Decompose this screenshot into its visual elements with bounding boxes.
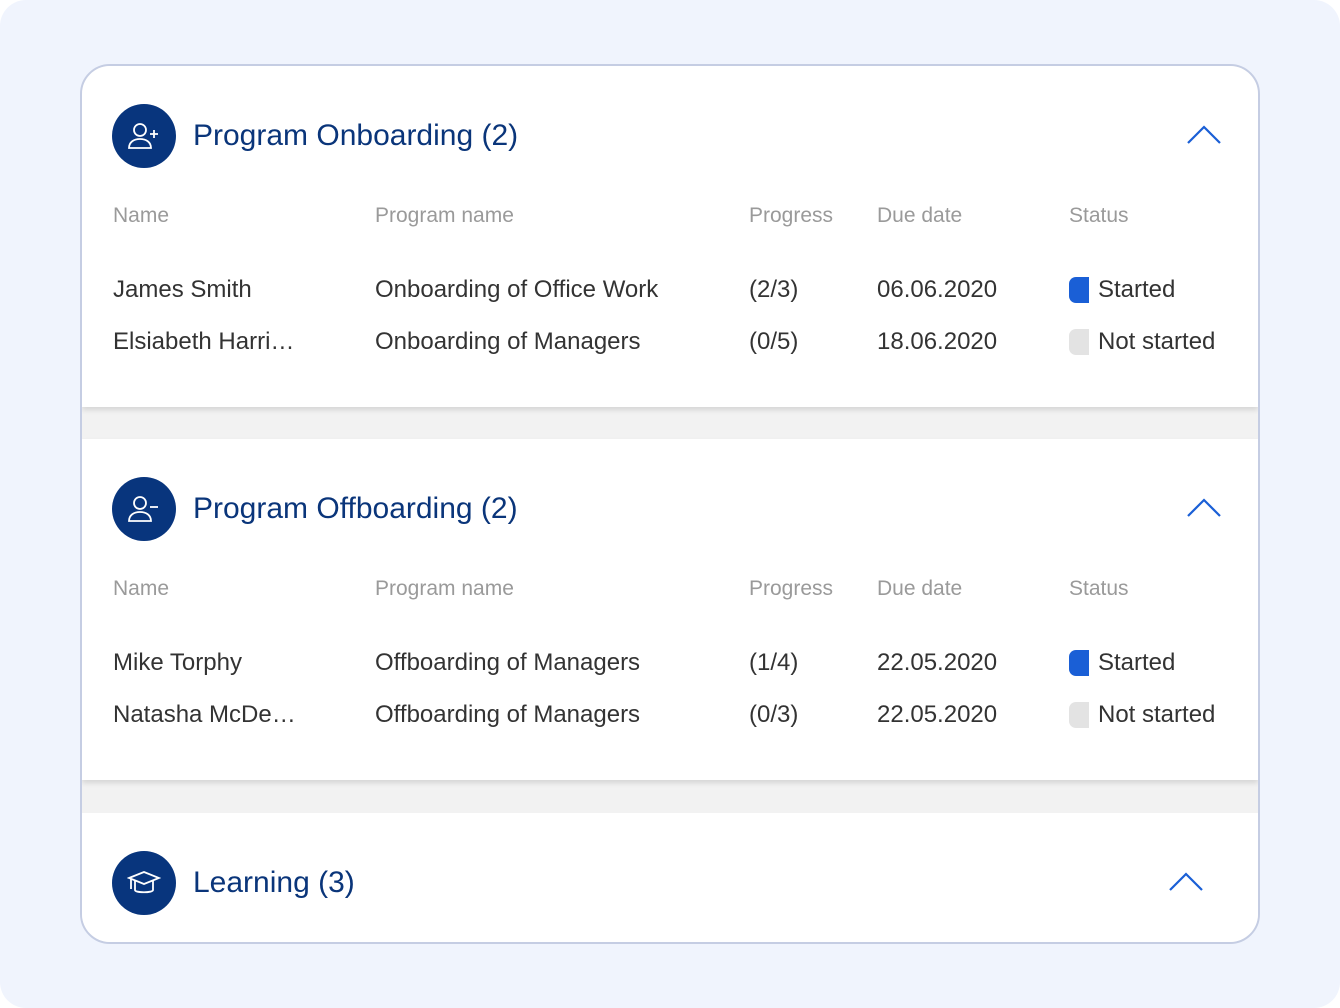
name-cell: Elsiabeth Harri… bbox=[113, 328, 295, 355]
column-header[interactable]: Program name bbox=[375, 577, 514, 600]
user-plus-icon bbox=[112, 104, 176, 168]
chevron-up-icon[interactable] bbox=[1186, 497, 1222, 519]
status-cell: Not started bbox=[1069, 328, 1215, 356]
program-cell: Onboarding of Office Work bbox=[375, 276, 659, 303]
progress-cell: (1/4) bbox=[749, 649, 799, 676]
programs-card: Program Onboarding (2) Name Program name Pr… bbox=[80, 64, 1260, 944]
column-header[interactable]: Name bbox=[113, 204, 170, 227]
progress-cell: (0/3) bbox=[749, 701, 799, 728]
due-date-cell: 22.05.2020 bbox=[877, 649, 998, 676]
progress-cell: (2/3) bbox=[749, 276, 799, 303]
status-indicator bbox=[1069, 277, 1089, 303]
column-header[interactable]: Progress bbox=[749, 204, 834, 227]
column-header[interactable]: Program name bbox=[375, 204, 514, 227]
section-user-minus: Program Offboarding (2) Name Program name P… bbox=[82, 439, 1258, 780]
section-header[interactable]: Learning (3) bbox=[112, 851, 355, 915]
due-date-cell: 18.06.2020 bbox=[877, 328, 998, 355]
status-label: Not started bbox=[1098, 328, 1216, 355]
section-user-plus: Program Onboarding (2) Name Program name Pr… bbox=[82, 66, 1258, 407]
status-label: Not started bbox=[1098, 701, 1216, 728]
status-indicator bbox=[1069, 650, 1089, 676]
program-cell: Offboarding of Managers bbox=[375, 701, 641, 728]
section-title: Learning (3) bbox=[193, 866, 355, 899]
column-header[interactable]: Due date bbox=[877, 577, 963, 600]
column-header[interactable]: Due date bbox=[877, 204, 963, 227]
due-date-cell: 06.06.2020 bbox=[877, 276, 998, 303]
column-header[interactable]: Status bbox=[1069, 577, 1129, 600]
column-header[interactable]: Name bbox=[113, 577, 170, 600]
status-cell: Started bbox=[1069, 276, 1175, 304]
status-label: Started bbox=[1098, 649, 1176, 676]
column-header[interactable]: Status bbox=[1069, 204, 1129, 227]
chevron-up-icon[interactable] bbox=[1168, 871, 1204, 893]
chevron-up-icon[interactable] bbox=[1186, 124, 1222, 146]
user-minus-icon bbox=[112, 477, 176, 541]
due-date-cell: 22.05.2020 bbox=[877, 701, 998, 728]
graduation-cap-icon bbox=[112, 851, 176, 915]
status-indicator bbox=[1069, 329, 1089, 355]
section-header[interactable]: Program Offboarding (2) bbox=[112, 477, 518, 541]
status-cell: Started bbox=[1069, 649, 1175, 677]
status-cell: Not started bbox=[1069, 701, 1215, 729]
section-graduation-cap: Learning (3) bbox=[82, 813, 1258, 942]
section-title: Program Onboarding (2) bbox=[193, 119, 519, 152]
program-cell: Offboarding of Managers bbox=[375, 649, 641, 676]
name-cell: Natasha McDe… bbox=[113, 701, 296, 728]
column-header[interactable]: Progress bbox=[749, 577, 834, 600]
status-label: Started bbox=[1098, 276, 1176, 303]
program-cell: Onboarding of Managers bbox=[375, 328, 641, 355]
name-cell: Mike Torphy bbox=[113, 649, 242, 676]
name-cell: James Smith bbox=[113, 276, 252, 303]
section-title: Program Offboarding (2) bbox=[193, 492, 518, 525]
progress-cell: (0/5) bbox=[749, 328, 799, 355]
status-indicator bbox=[1069, 702, 1089, 728]
section-header[interactable]: Program Onboarding (2) bbox=[112, 104, 518, 168]
